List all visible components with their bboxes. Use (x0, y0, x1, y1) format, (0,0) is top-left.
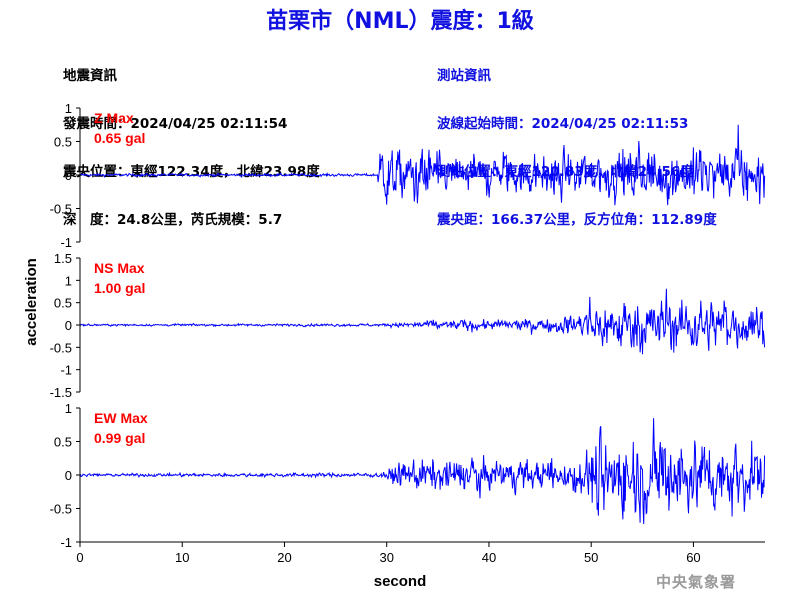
y-tick-label-ns: -1 (60, 363, 72, 378)
max-label-z: Z Max (94, 110, 134, 126)
max-label-ns: NS Max (94, 260, 145, 276)
y-tick-label-ns: 1 (65, 273, 72, 288)
y-tick-label-z: 0.5 (54, 135, 72, 150)
x-tick-label: 40 (482, 550, 496, 565)
page-title: 苗栗市（NML）震度：1級 (266, 9, 534, 34)
y-tick-label-z: 1 (65, 101, 72, 116)
y-tick-label-z: -0.5 (50, 202, 72, 217)
y-tick-label-ns: 0 (65, 318, 72, 333)
y-tick-label-ew: 0 (65, 468, 72, 483)
x-tick-label: 0 (76, 550, 83, 565)
y-tick-label-ns: 1.5 (54, 251, 72, 266)
max-value-ew: 0.99 gal (94, 430, 145, 446)
quake-info-heading: 地震資訊 (63, 68, 117, 84)
waveform-ns (79, 288, 766, 355)
station-info-heading: 測站資訊 (437, 68, 491, 84)
y-tick-label-ew: 1 (65, 401, 72, 416)
y-tick-label-ns: 0.5 (54, 296, 72, 311)
station-start-time: 波線起始時間：2024/04/25 02:11:53 (437, 116, 689, 132)
x-tick-label: 50 (584, 550, 598, 565)
y-tick-label-ns: -1.5 (50, 385, 72, 400)
quake-info-block: 地震資訊 發震時間：2024/04/25 02:11:54 震央位置：東經122… (63, 36, 320, 244)
max-label-ew: EW Max (94, 410, 148, 426)
quake-depth-magnitude: 深 度：24.8公里，芮氏規模：5.7 (63, 212, 283, 228)
y-tick-label-z: 0 (65, 168, 72, 183)
waveform-z (80, 124, 766, 206)
waveform-ew (80, 418, 766, 525)
y-tick-label-z: -1 (60, 235, 72, 250)
x-tick-label: 20 (277, 550, 291, 565)
y-tick-label-ew: -1 (60, 535, 72, 550)
x-axis-label: second (374, 573, 427, 590)
x-tick-label: 60 (686, 550, 700, 565)
quake-origin-time: 發震時間：2024/04/25 02:11:54 (63, 116, 288, 132)
max-value-ns: 1.00 gal (94, 280, 145, 296)
y-tick-label-ew: 0.5 (54, 435, 72, 450)
x-tick-label: 10 (175, 550, 189, 565)
x-tick-label: 30 (379, 550, 393, 565)
max-value-z: 0.65 gal (94, 130, 145, 146)
station-distance-azimuth: 震央距：166.37公里，反方位角：112.89度 (437, 212, 717, 228)
agency-label: 中央氣象署 (656, 573, 737, 591)
y-axis-label: acceleration (23, 258, 40, 346)
y-tick-label-ns: -0.5 (50, 340, 72, 355)
y-tick-label-ew: -0.5 (50, 502, 72, 517)
